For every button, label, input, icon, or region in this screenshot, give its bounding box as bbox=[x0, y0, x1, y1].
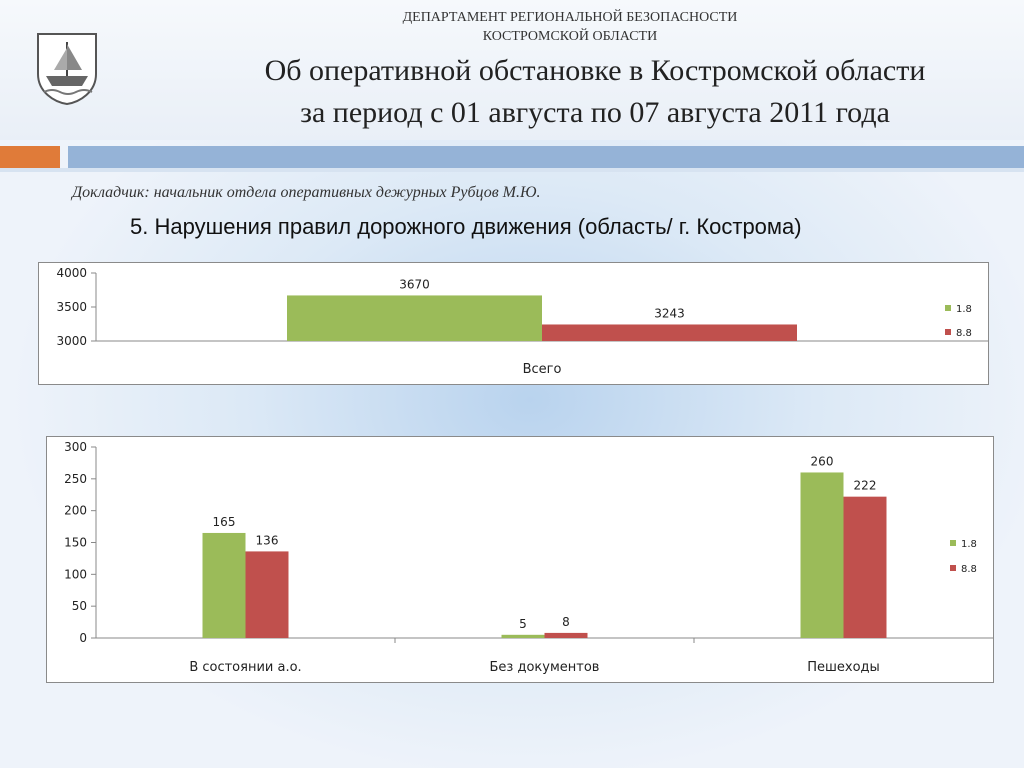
header-band bbox=[0, 0, 1024, 140]
legend-swatch bbox=[950, 540, 956, 546]
data-label: 136 bbox=[256, 533, 279, 547]
department-line-2: КОСТРОМСКОЙ ОБЛАСТИ bbox=[482, 29, 658, 44]
category-label: Без документов bbox=[490, 660, 600, 675]
bar-1-8 bbox=[800, 472, 844, 638]
category-label: Пешеходы bbox=[807, 660, 880, 675]
y-tick-label: 300 bbox=[64, 440, 87, 454]
title-line-2: за период с 01 августа по 07 августа 201… bbox=[300, 96, 890, 129]
y-tick-label: 150 bbox=[64, 536, 87, 550]
category-label: В состоянии а.о. bbox=[189, 660, 301, 675]
data-label: 3243 bbox=[654, 306, 685, 320]
data-label: 5 bbox=[519, 617, 527, 631]
y-tick-label: 3500 bbox=[56, 300, 87, 314]
bar-8-8 bbox=[843, 496, 887, 638]
y-tick-label: 3000 bbox=[56, 334, 87, 348]
legend-label: 8.8 bbox=[956, 328, 972, 339]
legend-label: 1.8 bbox=[961, 539, 977, 550]
accent-stripe bbox=[0, 168, 1024, 172]
speaker-line: Докладчик: начальник отдела оперативных … bbox=[72, 184, 541, 201]
bar-8-8 bbox=[544, 632, 588, 638]
department-line-1: ДЕПАРТАМЕНТ РЕГИОНАЛЬНОЙ БЕЗОПАСНОСТИ bbox=[402, 10, 738, 25]
y-tick-label: 200 bbox=[64, 504, 87, 518]
legend-swatch bbox=[945, 305, 951, 311]
chart-categories-box: 0 50 100 150 200 250 300 В состоянии а.о. 165 136… bbox=[46, 436, 994, 683]
y-tick-label: 4000 bbox=[56, 266, 87, 280]
bar-1-8 bbox=[501, 634, 545, 638]
legend-swatch bbox=[945, 329, 951, 335]
legend-swatch bbox=[950, 565, 956, 571]
data-label: 222 bbox=[854, 479, 877, 493]
bar-1-8 bbox=[287, 295, 542, 341]
bar-8-8 bbox=[542, 324, 797, 341]
y-tick-label: 50 bbox=[72, 599, 87, 613]
accent-bar-blue bbox=[68, 146, 1024, 168]
accent-bar-orange bbox=[0, 146, 60, 168]
chart-total-box: 3000 3500 4000 Всего 3670 3243 1.8 8.8 bbox=[38, 262, 989, 385]
y-tick-label: 0 bbox=[79, 631, 87, 645]
coat-of-arms-icon bbox=[37, 33, 97, 106]
chart-categories: 0 50 100 150 200 250 300 В состоянии а.о. 165 136… bbox=[64, 440, 993, 675]
data-label: 3670 bbox=[399, 277, 430, 291]
y-tick-label: 100 bbox=[64, 567, 87, 581]
legend-label: 1.8 bbox=[956, 304, 972, 315]
bar-1-8 bbox=[202, 532, 246, 638]
chart-total: 3000 3500 4000 Всего 3670 3243 1.8 8.8 bbox=[56, 266, 988, 377]
legend-label: 8.8 bbox=[961, 564, 977, 575]
title-line-1: Об оперативной обстановке в Костромской … bbox=[264, 54, 926, 87]
category-label: Всего bbox=[523, 362, 562, 377]
data-label: 260 bbox=[811, 454, 834, 468]
slide-subtitle: 5. Нарушения правил дорожного движения (… bbox=[130, 214, 802, 239]
data-label: 165 bbox=[213, 515, 236, 529]
bar-8-8 bbox=[245, 551, 289, 638]
y-tick-label: 250 bbox=[64, 472, 87, 486]
data-label: 8 bbox=[562, 615, 570, 629]
